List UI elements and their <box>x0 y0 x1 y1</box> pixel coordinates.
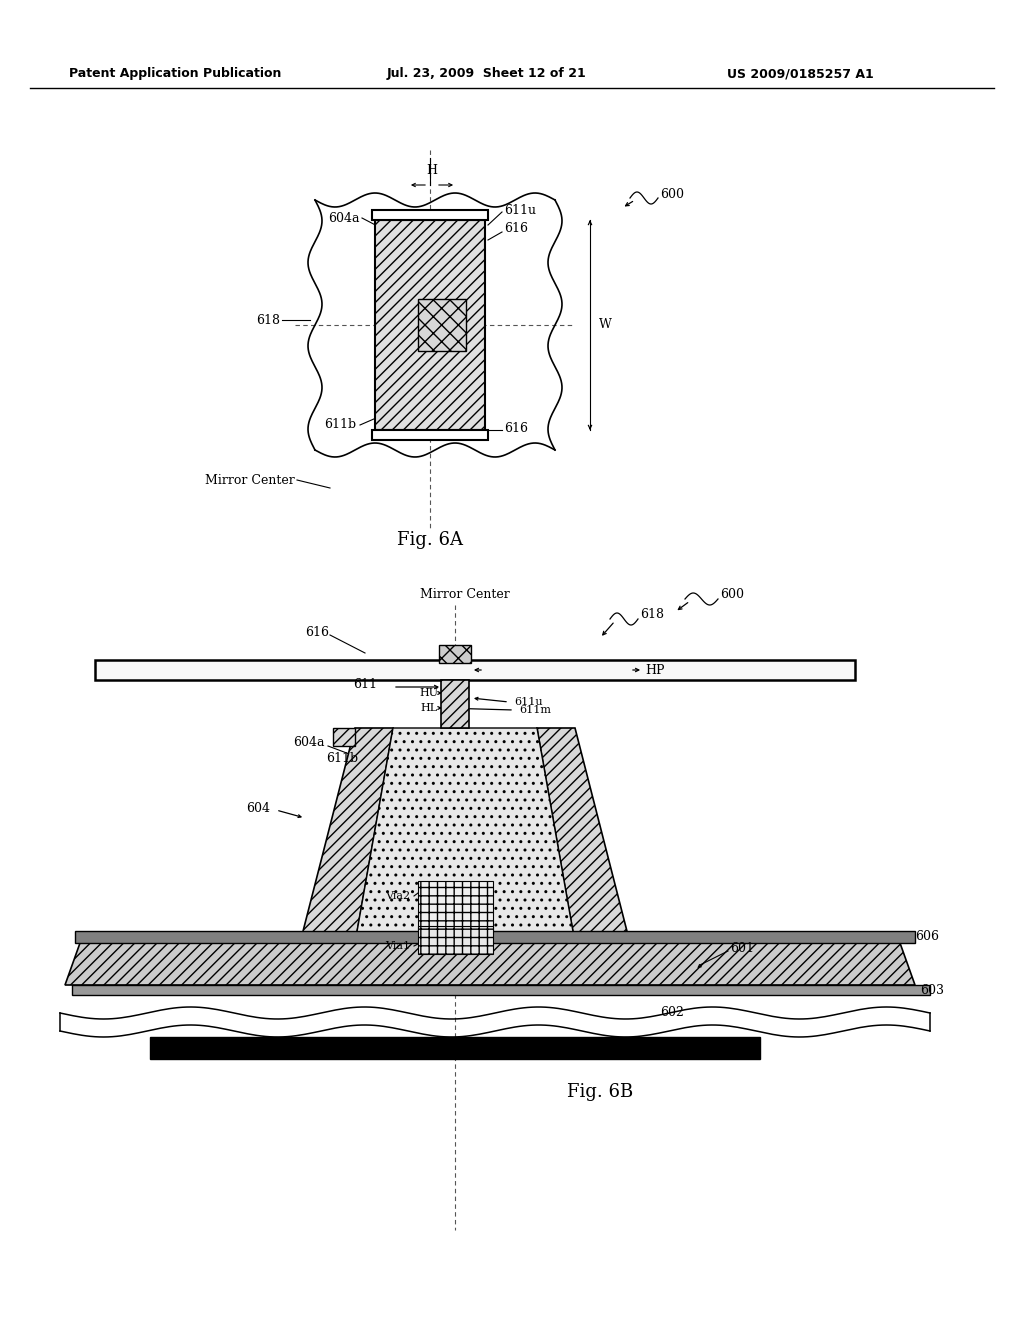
Bar <box>441 680 469 729</box>
Text: 618: 618 <box>256 314 280 326</box>
Text: 618: 618 <box>640 609 664 622</box>
Text: Mirror Center: Mirror Center <box>205 474 295 487</box>
Bar <box>95 660 855 680</box>
Text: 611u: 611u <box>504 203 536 216</box>
Bar <box>375 220 485 430</box>
Text: HU: HU <box>419 688 438 698</box>
Text: 603: 603 <box>920 983 944 997</box>
Bar <box>418 927 493 954</box>
Text: 600: 600 <box>720 589 744 602</box>
Bar <box>418 300 466 351</box>
Text: Via2: Via2 <box>385 891 410 902</box>
Bar <box>75 931 915 942</box>
Text: HL: HL <box>421 704 438 713</box>
Text: Patent Application Publication: Patent Application Publication <box>69 67 282 81</box>
Bar <box>150 1038 760 1059</box>
Polygon shape <box>537 729 630 942</box>
Text: Fig. 6B: Fig. 6B <box>567 1082 633 1101</box>
Text: W: W <box>599 318 611 331</box>
Bar <box>372 430 488 440</box>
Text: Via1: Via1 <box>385 941 410 950</box>
Text: 616: 616 <box>305 627 329 639</box>
Text: US 2009/0185257 A1: US 2009/0185257 A1 <box>727 67 873 81</box>
Polygon shape <box>300 729 393 942</box>
Text: 601: 601 <box>730 941 754 954</box>
Bar <box>72 985 930 995</box>
Polygon shape <box>355 729 575 942</box>
Text: H: H <box>427 164 437 177</box>
Text: HP: HP <box>645 664 665 676</box>
Text: 600: 600 <box>660 189 684 202</box>
Text: 611b: 611b <box>324 418 356 432</box>
Text: Mirror Center: Mirror Center <box>420 589 510 602</box>
Bar <box>439 645 471 663</box>
Text: 604a: 604a <box>329 211 360 224</box>
Text: 616: 616 <box>504 222 528 235</box>
Bar <box>333 729 355 746</box>
Bar <box>418 880 493 931</box>
Text: 611: 611 <box>353 678 377 692</box>
Text: 611b: 611b <box>326 751 358 764</box>
Polygon shape <box>65 942 915 985</box>
Text: Fig. 6A: Fig. 6A <box>397 531 463 549</box>
Text: 604a: 604a <box>294 737 325 750</box>
Text: 606: 606 <box>915 931 939 944</box>
Text: 604: 604 <box>246 801 270 814</box>
Text: 611u: 611u <box>514 697 543 708</box>
Text: 611m: 611m <box>519 705 551 715</box>
Bar <box>372 210 488 220</box>
Text: 602: 602 <box>660 1006 684 1019</box>
Text: Jul. 23, 2009  Sheet 12 of 21: Jul. 23, 2009 Sheet 12 of 21 <box>387 67 587 81</box>
Text: 616: 616 <box>504 421 528 434</box>
